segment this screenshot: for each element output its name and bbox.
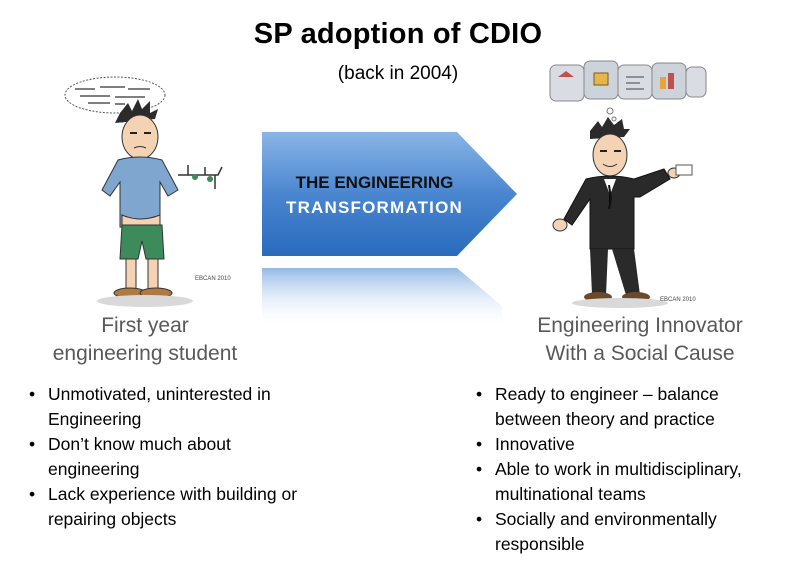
arrow-shape xyxy=(262,132,517,256)
left-bullet-list: Unmotivated, uninterested in Engineering… xyxy=(29,382,349,532)
bullet-text: Engineering xyxy=(48,409,142,429)
list-item: Don’t know much about engineering xyxy=(29,432,349,482)
innovator-cartoon: EBCAN 2010 xyxy=(549,60,707,308)
bullet-text: multinational teams xyxy=(495,484,646,504)
bullet-text: between theory and practice xyxy=(495,409,715,429)
page-title: SP adoption of CDIO xyxy=(253,18,543,50)
list-item: Able to work in multidisciplinary, multi… xyxy=(476,457,786,507)
bullet-text: Innovative xyxy=(495,434,575,454)
list-item: Socially and environmentally responsible xyxy=(476,507,786,557)
svg-text:EBCAN 2010: EBCAN 2010 xyxy=(195,276,231,282)
right-bullet-list: Ready to engineer – balance between theo… xyxy=(476,382,786,557)
bullet-text: Ready to engineer – balance xyxy=(495,384,719,404)
arrow-reflection xyxy=(262,268,502,328)
bullet-text: Socially and environmentally xyxy=(495,509,717,529)
transformation-arrow xyxy=(262,132,517,328)
bullet-text: Able to work in multidisciplinary, xyxy=(495,459,742,479)
bullet-text: Lack experience with building or xyxy=(48,484,298,504)
bullet-text: responsible xyxy=(495,534,585,554)
svg-text:EBCAN 2010: EBCAN 2010 xyxy=(660,297,696,303)
student-cartoon: EBCAN 2010 xyxy=(64,76,231,307)
bullet-text: repairing objects xyxy=(48,509,177,529)
bullet-text: Unmotivated, uninterested in xyxy=(48,384,271,404)
list-item: Innovative xyxy=(476,432,786,457)
bullet-text: engineering xyxy=(48,459,140,479)
bullet-text: Don’t know much about xyxy=(48,434,231,454)
left-caption: First year engineering student xyxy=(0,312,290,368)
arrow-label-line1: THE ENGINEERING xyxy=(295,173,454,192)
list-item: Ready to engineer – balance between theo… xyxy=(476,382,786,432)
right-caption: Engineering Innovator With a Social Caus… xyxy=(490,312,790,368)
arrow-label: THE ENGINEERING TRANSFORMATION xyxy=(262,170,487,220)
arrow-label-line2: TRANSFORMATION xyxy=(285,198,464,217)
right-caption-line2: With a Social Cause xyxy=(545,342,735,365)
list-item: Lack experience with building or repairi… xyxy=(29,482,349,532)
page-subtitle: (back in 2004) xyxy=(337,63,459,84)
left-caption-line1: First year xyxy=(101,314,189,337)
puzzle-pieces-thought xyxy=(549,60,707,122)
list-item: Unmotivated, uninterested in Engineering xyxy=(29,382,349,432)
left-caption-line2: engineering student xyxy=(52,342,238,365)
right-caption-line1: Engineering Innovator xyxy=(537,314,743,337)
